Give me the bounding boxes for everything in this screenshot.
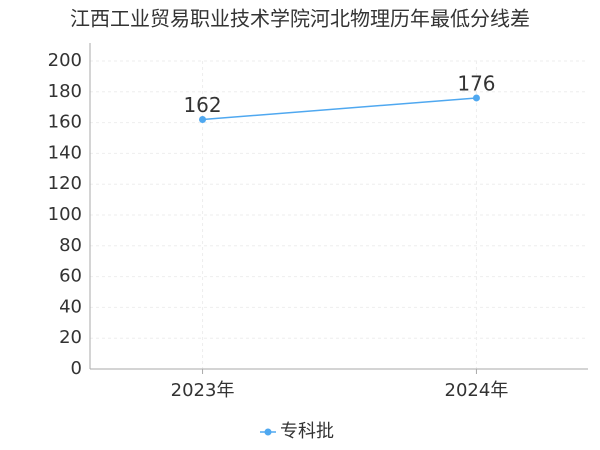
legend-label: 专科批 xyxy=(280,421,334,442)
y-tick-label: 180 xyxy=(48,81,82,102)
chart-title: 江西工业贸易职业技术学院河北物理历年最低分线差 xyxy=(70,7,530,31)
point xyxy=(199,116,207,124)
y-tick-label: 80 xyxy=(59,235,82,256)
x-tick-label: 2024年 xyxy=(445,380,509,401)
data-label: 176 xyxy=(457,71,495,95)
y-tick-label: 60 xyxy=(59,266,82,287)
x-tick-label: 2023年 xyxy=(171,380,235,401)
y-tick-label: 20 xyxy=(59,327,82,348)
line xyxy=(202,97,477,121)
y-tick-label: 100 xyxy=(48,204,82,225)
data-label: 162 xyxy=(183,93,221,117)
y-tick-label: 40 xyxy=(59,296,82,317)
y-tick-label: 0 xyxy=(71,358,82,379)
legend-marker xyxy=(264,428,272,436)
y-tick-label: 200 xyxy=(48,50,82,71)
y-tick-label: 120 xyxy=(48,173,82,194)
y-tick-label: 160 xyxy=(48,112,82,133)
y-tick-label: 140 xyxy=(48,142,82,163)
point xyxy=(472,94,480,102)
